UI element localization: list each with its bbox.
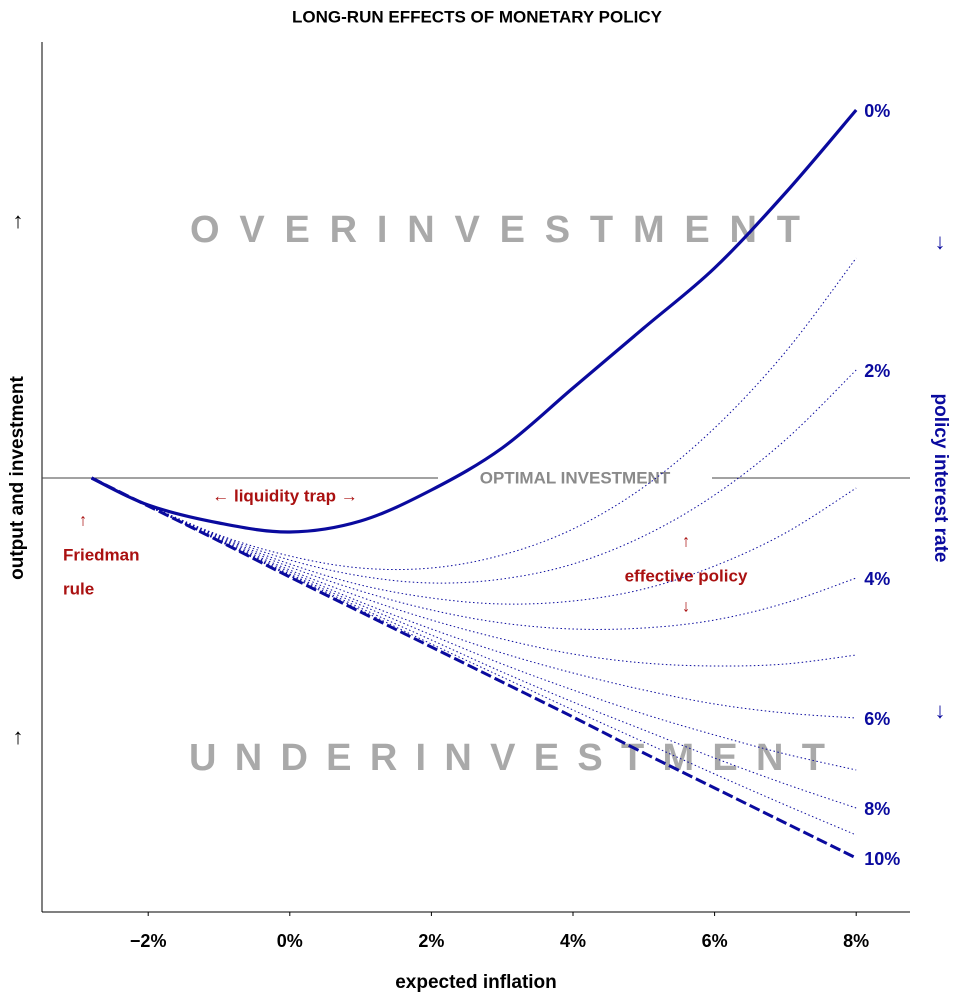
annotation: ↑ — [13, 724, 24, 749]
series-line — [91, 257, 857, 571]
x-tick-label: −2% — [130, 931, 167, 951]
annotation: ↓ — [935, 698, 946, 723]
series-line — [91, 477, 857, 630]
x-tick-label: 2% — [418, 931, 444, 951]
series-label: 0% — [864, 101, 890, 121]
series-line — [91, 369, 857, 584]
annotation: ↑ — [79, 510, 88, 529]
annotation: ↓ — [682, 596, 691, 615]
reference-label-bg — [438, 466, 712, 490]
series-line — [90, 476, 857, 860]
series-line — [91, 477, 857, 667]
chart-title: LONG-RUN EFFECTS OF MONETARY POLICY — [292, 7, 663, 26]
series-line — [91, 477, 857, 719]
annotation: ↑ — [13, 208, 24, 233]
series-label: 4% — [864, 569, 890, 589]
x-tick-label: 0% — [277, 931, 303, 951]
series-label: 2% — [864, 361, 890, 381]
series-label: 10% — [864, 849, 900, 869]
series-label: 8% — [864, 799, 890, 819]
y-axis-label: output and investment — [7, 375, 28, 579]
series-line — [91, 477, 857, 605]
x-tick-label: 6% — [702, 931, 728, 951]
x-tick-label: 8% — [843, 931, 869, 951]
reference-label: OPTIMAL INVESTMENT — [480, 468, 671, 487]
annotation: ↓ — [935, 229, 946, 254]
annotation: UNDERINVESTMENT — [189, 737, 825, 779]
x-tick-label: 4% — [560, 931, 586, 951]
annotation: OVERINVESTMENT — [190, 209, 800, 251]
x-axis-label: expected inflation — [395, 972, 557, 993]
annotation: ← liquidity trap → — [212, 486, 357, 505]
y2-axis-label: policy interest rate — [930, 394, 951, 563]
series-line — [91, 477, 857, 836]
annotation: rule — [63, 579, 94, 598]
series-line — [91, 477, 857, 771]
annotation: ↑ — [682, 531, 691, 550]
series-label: 6% — [864, 709, 890, 729]
series-line — [90, 108, 858, 534]
annotation: Friedman — [63, 545, 140, 564]
